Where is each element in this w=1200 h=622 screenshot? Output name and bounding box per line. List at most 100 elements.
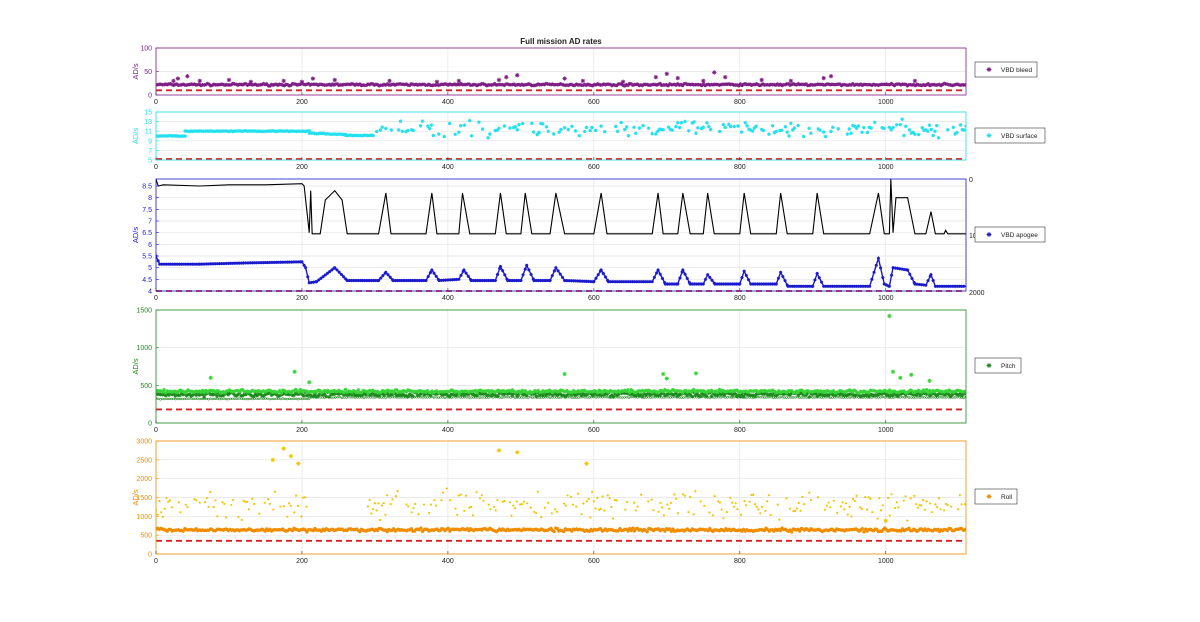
point — [227, 397, 230, 401]
point — [652, 509, 655, 512]
point — [367, 396, 370, 399]
point — [635, 391, 640, 396]
point — [515, 390, 520, 394]
point — [823, 390, 828, 394]
point — [779, 270, 783, 274]
point — [434, 274, 438, 278]
point — [911, 82, 916, 87]
point — [549, 389, 553, 394]
point — [666, 503, 669, 506]
point — [652, 275, 657, 279]
point — [878, 389, 882, 393]
point — [675, 82, 680, 86]
point — [170, 397, 173, 401]
point — [671, 527, 675, 531]
point — [279, 527, 284, 532]
point — [556, 269, 560, 273]
point — [715, 396, 718, 399]
point — [492, 505, 496, 508]
point — [621, 528, 625, 533]
point — [561, 393, 566, 398]
point — [366, 391, 370, 395]
legend-label: Roll — [1001, 494, 1013, 501]
point — [865, 508, 869, 511]
point — [624, 82, 629, 87]
point — [717, 396, 720, 399]
point — [522, 500, 525, 503]
point — [358, 82, 362, 86]
point — [626, 529, 630, 533]
point — [297, 390, 301, 394]
point — [633, 131, 638, 136]
y2-tick-label: 2000 — [969, 290, 985, 297]
point — [919, 390, 924, 394]
point — [547, 527, 552, 532]
point — [163, 528, 168, 532]
point — [778, 128, 782, 133]
point — [589, 391, 593, 396]
point — [555, 510, 559, 513]
point — [948, 83, 953, 87]
point — [312, 396, 315, 399]
point — [611, 394, 616, 399]
point — [289, 390, 293, 395]
figure-title: Full mission AD rates — [520, 37, 602, 46]
point — [801, 495, 804, 499]
point — [589, 527, 593, 532]
point — [478, 396, 482, 399]
point — [561, 529, 566, 534]
point — [388, 83, 393, 87]
point — [688, 389, 693, 394]
point — [253, 82, 258, 87]
point — [653, 74, 659, 80]
point — [159, 526, 163, 531]
point — [865, 284, 870, 288]
point — [391, 82, 396, 87]
point — [370, 388, 375, 393]
point — [798, 396, 801, 399]
point — [231, 527, 235, 532]
point — [347, 396, 350, 399]
point — [664, 71, 670, 77]
point — [443, 396, 447, 399]
point — [773, 527, 778, 532]
point — [239, 261, 243, 265]
point — [754, 124, 759, 128]
point — [327, 82, 332, 87]
point — [418, 124, 423, 128]
point — [194, 393, 198, 397]
point — [661, 389, 666, 394]
point — [716, 393, 720, 397]
point — [640, 396, 644, 399]
point — [869, 126, 873, 130]
point — [287, 389, 292, 394]
point — [168, 262, 173, 266]
point — [907, 396, 911, 399]
point — [856, 124, 861, 128]
point — [631, 392, 635, 396]
legend: VBD apogee — [974, 226, 1046, 243]
point — [372, 528, 377, 533]
point — [306, 390, 311, 395]
point — [962, 396, 966, 399]
point — [359, 393, 364, 398]
point — [896, 396, 900, 399]
point — [210, 83, 214, 88]
point — [502, 83, 507, 88]
point — [703, 504, 706, 508]
point — [664, 389, 669, 393]
point — [570, 396, 574, 399]
point — [871, 511, 874, 514]
point — [358, 529, 362, 534]
point — [679, 389, 683, 394]
point — [189, 397, 193, 400]
point — [675, 396, 679, 399]
point — [441, 396, 444, 399]
point — [244, 392, 248, 397]
point — [772, 389, 776, 394]
point — [170, 390, 174, 394]
point — [266, 498, 270, 501]
point — [213, 392, 218, 396]
point — [202, 390, 206, 395]
data-area — [156, 70, 966, 88]
